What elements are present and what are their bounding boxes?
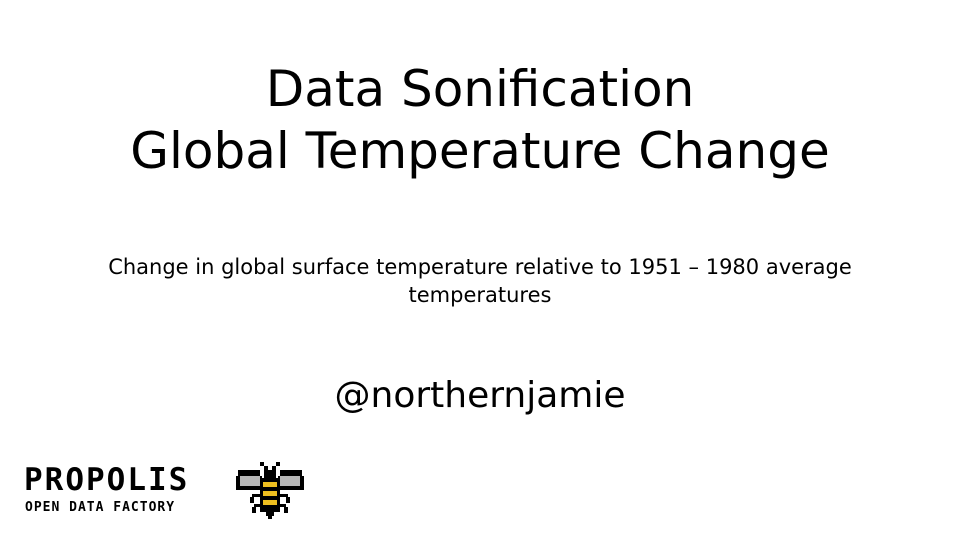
title-line-2: Global Temperature Change — [130, 122, 830, 180]
bee-wing-left — [240, 476, 260, 486]
bee-icon — [236, 462, 304, 519]
logo-wordmark: PROPOLIS — [24, 462, 190, 498]
slide-title: Data Sonification Global Temperature Cha… — [40, 58, 920, 182]
title-line-1: Data Sonification — [265, 60, 695, 118]
slide-subtitle: Change in global surface temperature rel… — [108, 255, 852, 307]
author-handle: @northernjamie — [334, 375, 626, 416]
propolis-logo: PROPOLIS OPEN DATA FACTORY — [22, 460, 312, 522]
bee-stripe — [263, 500, 277, 505]
logo-tagline: OPEN DATA FACTORY — [25, 500, 176, 515]
bee-stripe — [263, 491, 277, 496]
bee-wing-right — [280, 476, 300, 486]
bee-stripe — [263, 482, 277, 487]
